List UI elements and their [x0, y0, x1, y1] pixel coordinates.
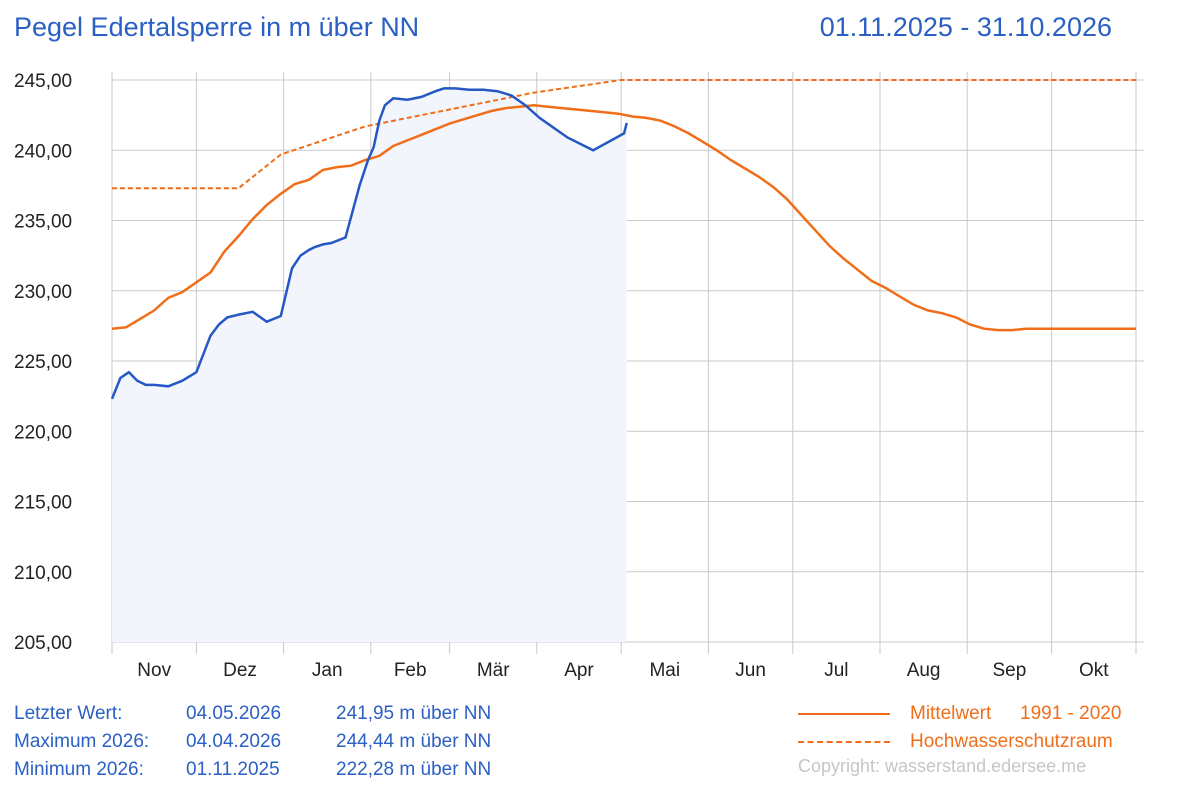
- stat-max-date: 04.04.2026: [186, 731, 282, 752]
- y-tick-label: 215,00: [14, 493, 72, 514]
- y-tick-label: 230,00: [14, 282, 72, 303]
- month-label: Feb: [394, 660, 427, 681]
- level-area: [112, 88, 627, 642]
- y-tick-label: 225,00: [14, 352, 72, 373]
- level-fill: [112, 88, 627, 642]
- chart-title: Pegel Edertalsperre in m über NN: [14, 12, 419, 42]
- month-label: Jul: [824, 660, 848, 681]
- series-layer: [110, 79, 1136, 400]
- legend-flood-label: Hochwasserschutzraum: [910, 731, 1113, 752]
- y-tick-label: 240,00: [14, 141, 72, 162]
- stat-max-label: Maximum 2026:: [14, 731, 150, 752]
- axis-labels: 205,00 210,00 215,00 220,00 225,00 230,00 235,…: [14, 71, 1109, 681]
- stat-last-value: 241,95 m über NN: [336, 703, 492, 724]
- stat-max-value: 244,44 m über NN: [336, 731, 492, 752]
- water-level-chart: Pegel Edertalsperre in m über NN 01.11.2…: [14, 12, 1144, 681]
- y-tick-label: 210,00: [14, 563, 72, 584]
- month-label: Nov: [137, 660, 171, 681]
- y-tick-label: 245,00: [14, 71, 72, 92]
- mean-line: [111, 104, 1136, 332]
- legend-mean-label: Mittelwert: [910, 703, 992, 724]
- month-label: Sep: [993, 660, 1027, 681]
- month-label: Mai: [649, 660, 680, 681]
- stat-max: Maximum 2026: 04.04.2026 244,44 m über N…: [14, 728, 574, 756]
- stats-panel: Letzter Wert: 04.05.2026 241,95 m über N…: [14, 700, 574, 784]
- stat-min-label: Minimum 2026:: [14, 759, 144, 780]
- month-label: Okt: [1079, 660, 1109, 681]
- legend: Mittelwert 1991 - 2020 Hochwasserschutzr…: [798, 700, 1198, 756]
- y-tick-label: 235,00: [14, 212, 72, 233]
- flood-protection-line: [112, 79, 1136, 190]
- legend-flood: Hochwasserschutzraum: [798, 728, 1198, 756]
- legend-mean-range: 1991 - 2020: [1020, 703, 1122, 724]
- month-label: Aug: [907, 660, 941, 681]
- stat-last: Letzter Wert: 04.05.2026 241,95 m über N…: [14, 700, 574, 728]
- legend-mean: Mittelwert 1991 - 2020: [798, 700, 1198, 728]
- month-label: Mär: [477, 660, 510, 681]
- stat-last-date: 04.05.2026: [186, 703, 282, 724]
- month-label: Jun: [735, 660, 766, 681]
- stat-min-value: 222,28 m über NN: [336, 759, 492, 780]
- date-range: 01.11.2025 - 31.10.2026: [820, 12, 1112, 42]
- month-label: Dez: [223, 660, 257, 681]
- legend-mean-swatch: [798, 713, 890, 715]
- copyright: Copyright: wasserstand.edersee.me: [798, 756, 1087, 776]
- stat-last-label: Letzter Wert:: [14, 703, 123, 724]
- stat-min: Minimum 2026: 01.11.2025 222,28 m über N…: [14, 756, 574, 784]
- stat-min-date: 01.11.2025: [186, 759, 280, 780]
- y-tick-label: 205,00: [14, 633, 72, 654]
- month-label: Apr: [564, 660, 594, 681]
- level-line: [110, 87, 629, 400]
- legend-flood-swatch: [798, 741, 890, 743]
- y-tick-label: 220,00: [14, 422, 72, 443]
- month-label: Jan: [312, 660, 343, 681]
